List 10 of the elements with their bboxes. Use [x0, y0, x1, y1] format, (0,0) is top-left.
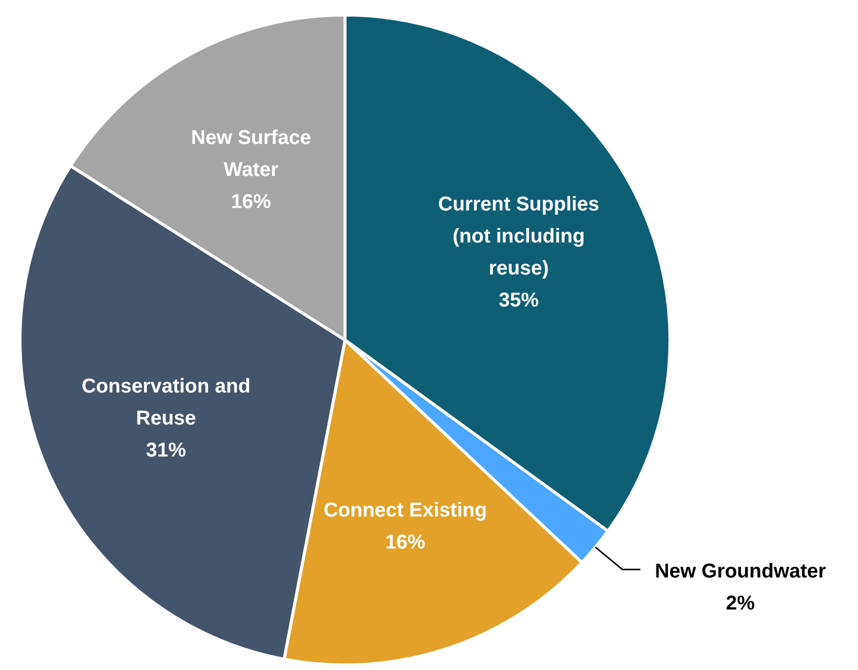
- slice-label: Current Supplies (not including reuse): [438, 193, 600, 280]
- slice-label: New Surface Water: [191, 127, 312, 182]
- data-label: 2%: [726, 592, 756, 614]
- data-label: 31%: [146, 439, 186, 462]
- data-label: 35%: [498, 289, 539, 312]
- data-label: 16%: [231, 191, 272, 214]
- slice-label: Connect Existing: [324, 499, 487, 522]
- slice-label: Conservation and Reuse: [82, 375, 250, 430]
- data-label: 16%: [385, 531, 426, 554]
- slice-label: New Groundwater: [654, 560, 826, 582]
